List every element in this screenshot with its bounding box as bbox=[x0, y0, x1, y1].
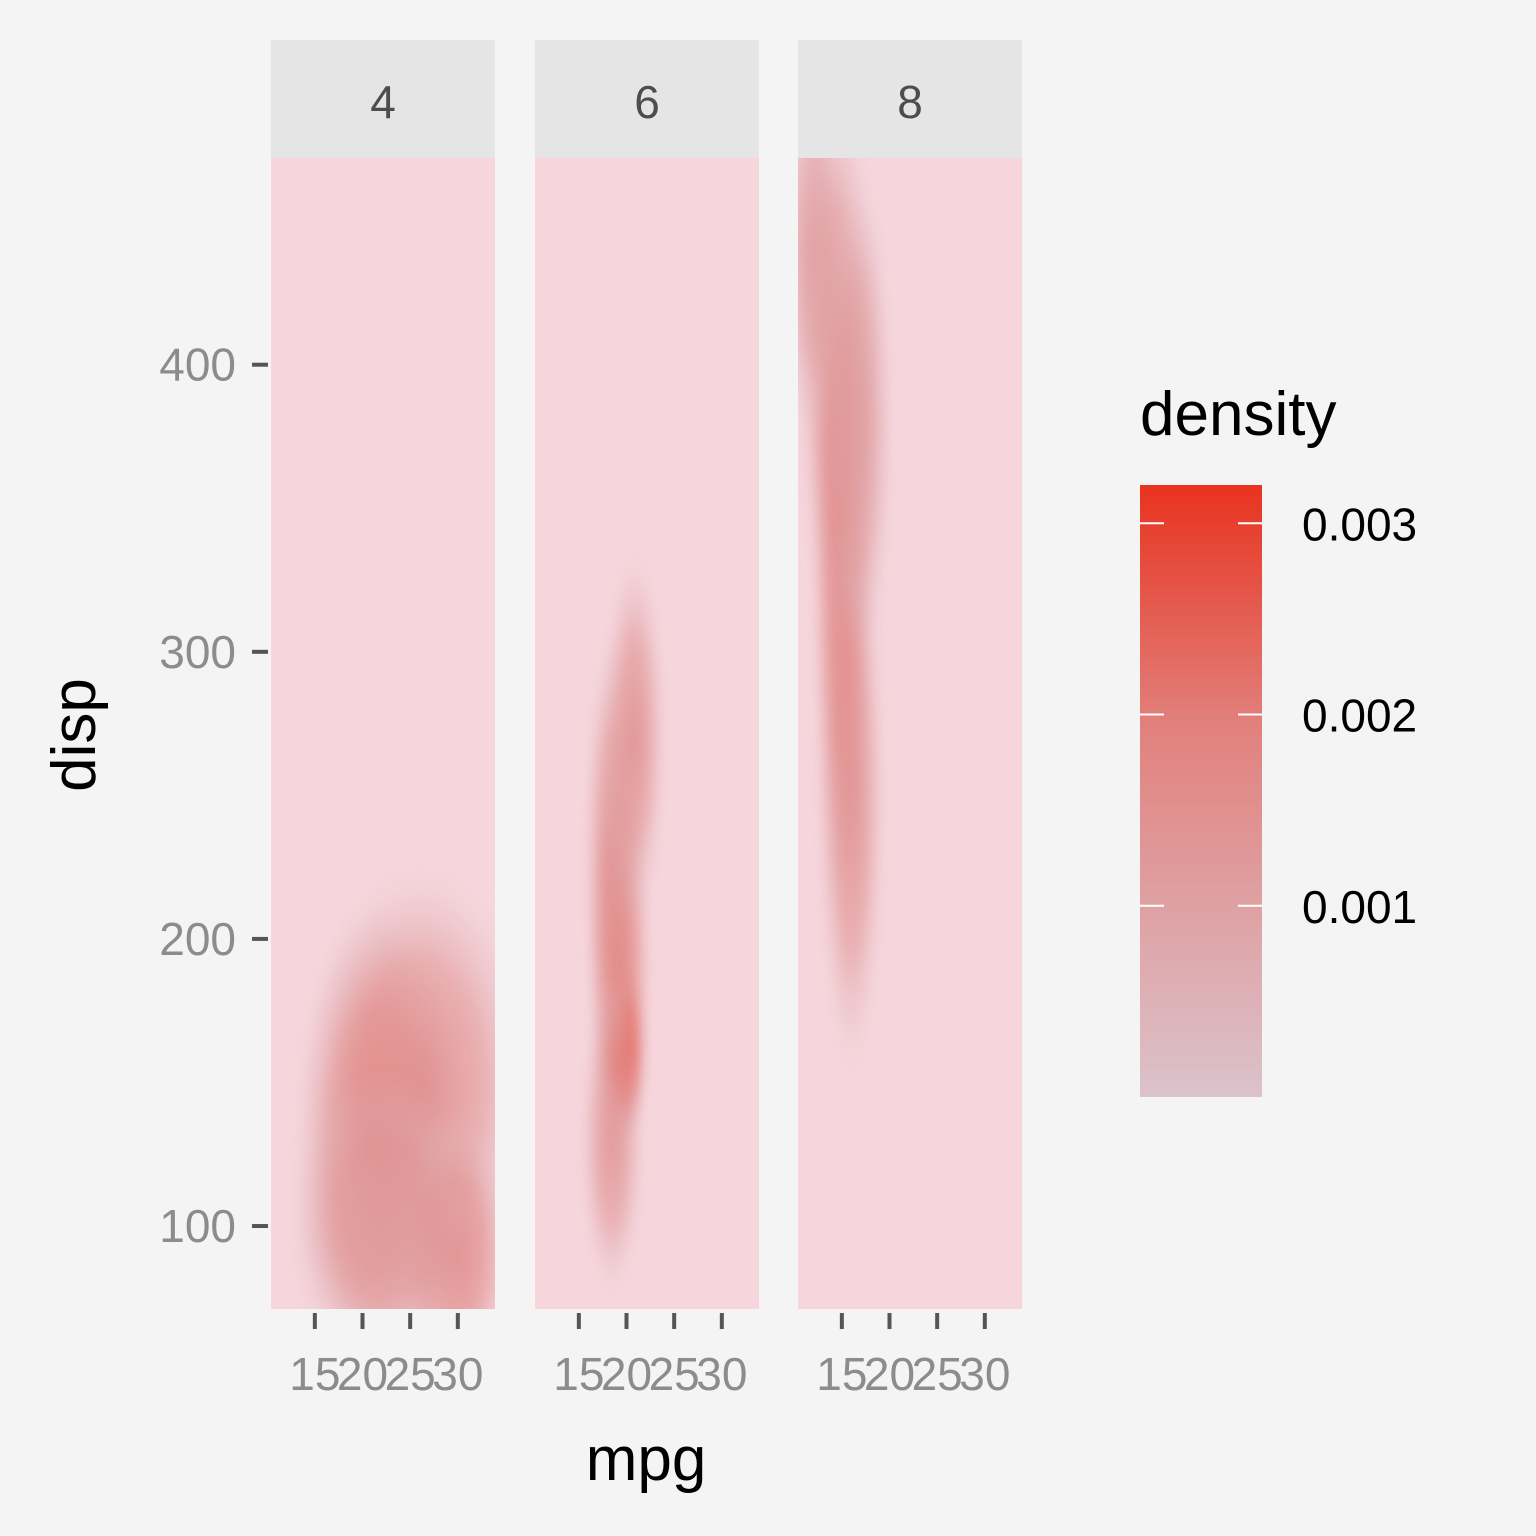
x-tick-label: 30 bbox=[432, 1348, 483, 1400]
facet-strip bbox=[798, 40, 1022, 158]
facet-strip-label: 8 bbox=[897, 76, 923, 128]
facet-strip-label: 4 bbox=[370, 76, 396, 128]
facet-strip bbox=[535, 40, 759, 158]
x-tick-label: 25 bbox=[912, 1348, 963, 1400]
density-blob bbox=[829, 169, 893, 675]
legend-title: density bbox=[1140, 380, 1336, 449]
x-tick-label: 25 bbox=[649, 1348, 700, 1400]
x-tick-label: 30 bbox=[696, 1348, 747, 1400]
x-tick-label: 30 bbox=[959, 1348, 1010, 1400]
legend-break-label: 0.002 bbox=[1302, 690, 1417, 742]
density-blob bbox=[602, 548, 666, 928]
x-axis-title: mpg bbox=[586, 1425, 707, 1494]
density-layer bbox=[580, 548, 666, 1298]
x-tick-label: 20 bbox=[337, 1348, 388, 1400]
density-blob bbox=[287, 1074, 476, 1309]
y-axis: 100 200 300 400 bbox=[159, 339, 268, 1252]
facet-strip-label: 6 bbox=[634, 76, 660, 128]
legend-colorbar bbox=[1140, 485, 1262, 1097]
y-tick-label: 100 bbox=[159, 1200, 236, 1252]
x-tick-label: 20 bbox=[864, 1348, 915, 1400]
y-axis-title: disp bbox=[40, 678, 109, 792]
facet-strip bbox=[271, 40, 495, 158]
density-layer bbox=[798, 158, 893, 1080]
x-tick-label: 20 bbox=[601, 1348, 652, 1400]
y-tick-label: 300 bbox=[159, 626, 236, 678]
x-tick-label: 15 bbox=[553, 1348, 604, 1400]
legend: density 0.001 0.002 0.003 bbox=[1140, 380, 1417, 1097]
x-tick-label: 15 bbox=[289, 1348, 340, 1400]
density-blob bbox=[580, 981, 644, 1298]
legend-break-label: 0.003 bbox=[1302, 498, 1417, 550]
density-layer bbox=[287, 861, 495, 1309]
legend-break-label: 0.001 bbox=[1302, 881, 1417, 933]
x-tick-label: 25 bbox=[385, 1348, 436, 1400]
y-tick-label: 400 bbox=[159, 339, 236, 391]
y-tick-label: 200 bbox=[159, 913, 236, 965]
x-tick-label: 15 bbox=[816, 1348, 867, 1400]
